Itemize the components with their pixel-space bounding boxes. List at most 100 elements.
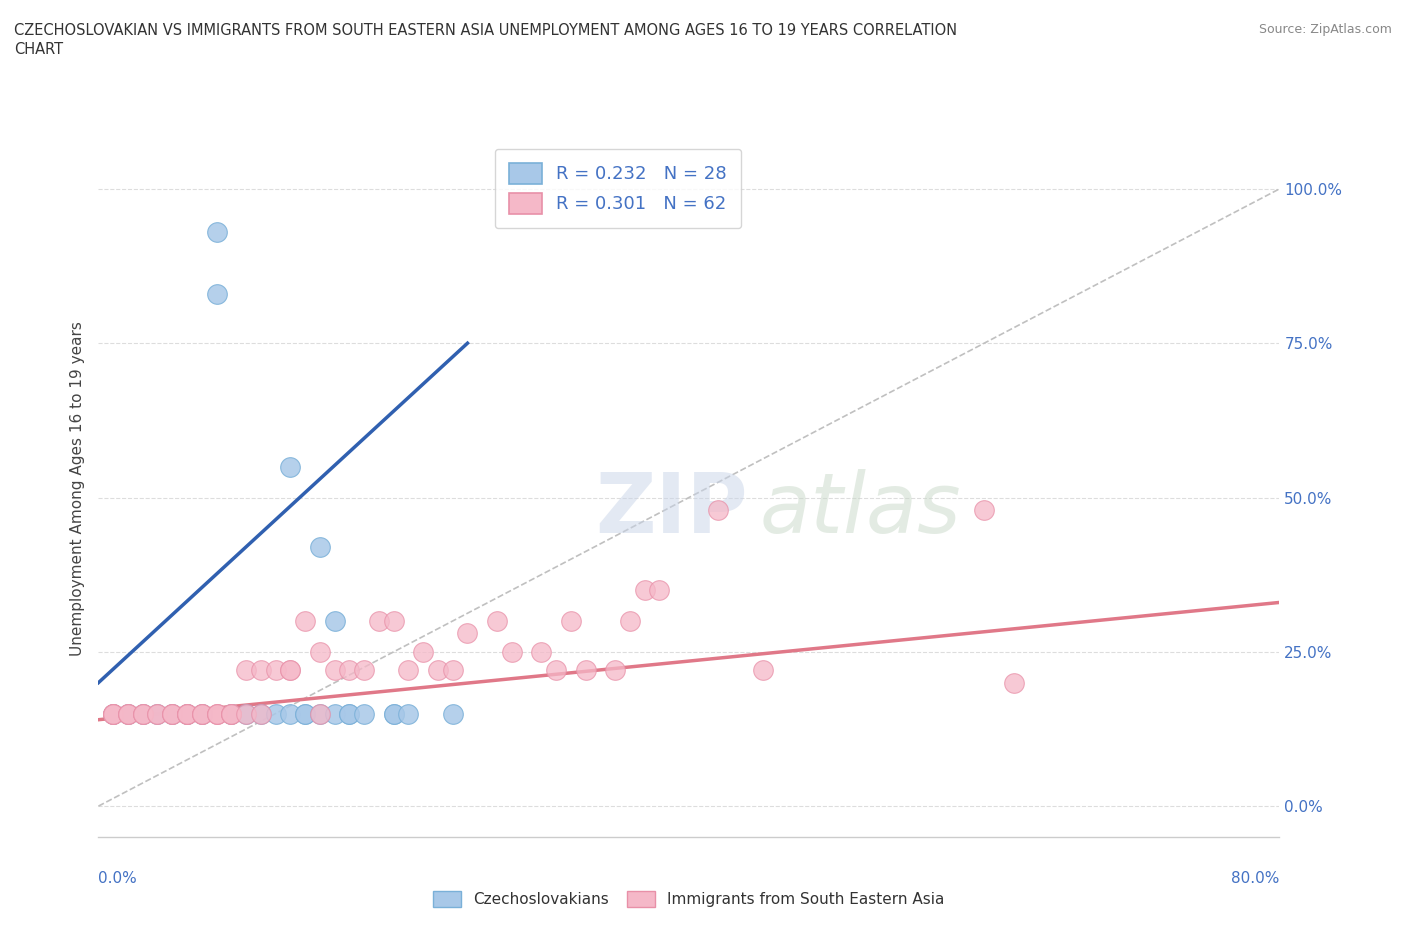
Point xyxy=(117,706,139,721)
Point xyxy=(162,706,183,721)
Point xyxy=(191,706,214,721)
Text: CHART: CHART xyxy=(14,42,63,57)
Point xyxy=(396,663,419,678)
Point xyxy=(412,644,434,659)
Point xyxy=(250,663,273,678)
Point xyxy=(205,706,228,721)
Point xyxy=(337,663,360,678)
Point xyxy=(456,626,478,641)
Text: CZECHOSLOVAKIAN VS IMMIGRANTS FROM SOUTH EASTERN ASIA UNEMPLOYMENT AMONG AGES 16: CZECHOSLOVAKIAN VS IMMIGRANTS FROM SOUTH… xyxy=(14,23,957,38)
Point xyxy=(176,706,198,721)
Point xyxy=(103,706,125,721)
Point xyxy=(278,663,302,678)
Point xyxy=(751,663,773,678)
Point xyxy=(278,706,302,721)
Point xyxy=(382,614,405,629)
Point xyxy=(146,706,169,721)
Point xyxy=(205,706,228,721)
Point xyxy=(441,706,464,721)
Point xyxy=(219,706,243,721)
Point xyxy=(501,644,523,659)
Point xyxy=(309,539,332,554)
Point xyxy=(235,706,257,721)
Point xyxy=(103,706,125,721)
Point xyxy=(605,663,627,678)
Point xyxy=(205,706,228,721)
Point xyxy=(205,286,228,301)
Point xyxy=(205,225,228,240)
Point xyxy=(707,502,730,517)
Point xyxy=(486,614,509,629)
Point xyxy=(574,663,596,678)
Point xyxy=(103,706,125,721)
Point xyxy=(132,706,155,721)
Point xyxy=(250,706,273,721)
Point xyxy=(633,583,655,598)
Point xyxy=(176,706,198,721)
Point xyxy=(294,706,316,721)
Point xyxy=(353,706,375,721)
Point xyxy=(323,614,346,629)
Point xyxy=(191,706,214,721)
Point xyxy=(191,706,214,721)
Point xyxy=(560,614,582,629)
Point xyxy=(278,459,302,474)
Point xyxy=(162,706,183,721)
Text: 0.0%: 0.0% xyxy=(98,871,138,886)
Point xyxy=(427,663,450,678)
Point xyxy=(219,706,243,721)
Point xyxy=(353,663,375,678)
Point xyxy=(132,706,155,721)
Point xyxy=(103,706,125,721)
Point xyxy=(162,706,183,721)
Point xyxy=(103,706,125,721)
Point xyxy=(337,706,360,721)
Point xyxy=(278,663,302,678)
Point xyxy=(146,706,169,721)
Point xyxy=(337,706,360,721)
Point xyxy=(619,614,641,629)
Point xyxy=(530,644,553,659)
Point xyxy=(219,706,243,721)
Point xyxy=(191,706,214,721)
Point xyxy=(132,706,155,721)
Point xyxy=(648,583,671,598)
Point xyxy=(219,706,243,721)
Point xyxy=(176,706,198,721)
Point xyxy=(441,663,464,678)
Point xyxy=(117,706,139,721)
Point xyxy=(235,706,257,721)
Point xyxy=(176,706,198,721)
Point xyxy=(162,706,183,721)
Legend: R = 0.232   N = 28, R = 0.301   N = 62: R = 0.232 N = 28, R = 0.301 N = 62 xyxy=(495,149,741,228)
Point xyxy=(973,502,995,517)
Point xyxy=(117,706,139,721)
Point xyxy=(294,614,316,629)
Point xyxy=(264,663,287,678)
Point xyxy=(323,706,346,721)
Point xyxy=(176,706,198,721)
Text: Source: ZipAtlas.com: Source: ZipAtlas.com xyxy=(1258,23,1392,36)
Point xyxy=(264,706,287,721)
Text: atlas: atlas xyxy=(759,469,962,550)
Text: 80.0%: 80.0% xyxy=(1232,871,1279,886)
Point xyxy=(309,706,332,721)
Y-axis label: Unemployment Among Ages 16 to 19 years: Unemployment Among Ages 16 to 19 years xyxy=(69,321,84,656)
Point xyxy=(309,644,332,659)
Point xyxy=(132,706,155,721)
Point xyxy=(294,706,316,721)
Text: ZIP: ZIP xyxy=(596,469,748,550)
Point xyxy=(546,663,568,678)
Point xyxy=(382,706,405,721)
Point xyxy=(368,614,391,629)
Point xyxy=(235,663,257,678)
Point xyxy=(250,706,273,721)
Point xyxy=(396,706,419,721)
Point xyxy=(146,706,169,721)
Point xyxy=(117,706,139,721)
Point xyxy=(1002,675,1025,690)
Point xyxy=(309,706,332,721)
Legend: Czechoslovakians, Immigrants from South Eastern Asia: Czechoslovakians, Immigrants from South … xyxy=(427,884,950,913)
Point xyxy=(323,663,346,678)
Point xyxy=(382,706,405,721)
